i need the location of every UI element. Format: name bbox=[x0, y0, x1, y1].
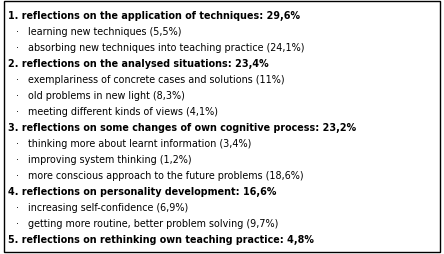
Text: ·   meeting different kinds of views (4,1%): · meeting different kinds of views (4,1%… bbox=[16, 106, 218, 116]
Text: ·   learning new techniques (5,5%): · learning new techniques (5,5%) bbox=[16, 27, 182, 37]
Text: ·   old problems in new light (8,3%): · old problems in new light (8,3%) bbox=[16, 90, 185, 100]
Text: 5. reflections on rethinking own teaching practice: 4,8%: 5. reflections on rethinking own teachin… bbox=[8, 234, 314, 244]
Text: 1. reflections on the application of techniques: 29,6%: 1. reflections on the application of tec… bbox=[8, 11, 300, 21]
Text: ·   thinking more about learnt information (3,4%): · thinking more about learnt information… bbox=[16, 138, 251, 148]
Text: 2. reflections on the analysed situations: 23,4%: 2. reflections on the analysed situation… bbox=[8, 58, 269, 68]
Text: ·   absorbing new techniques into teaching practice (24,1%): · absorbing new techniques into teaching… bbox=[16, 42, 305, 53]
Text: ·   exemplariness of concrete cases and solutions (11%): · exemplariness of concrete cases and so… bbox=[16, 74, 285, 84]
Text: 3. reflections on some changes of own cognitive process: 23,2%: 3. reflections on some changes of own co… bbox=[8, 122, 356, 132]
FancyBboxPatch shape bbox=[4, 2, 440, 252]
Text: ·   getting more routine, better problem solving (9,7%): · getting more routine, better problem s… bbox=[16, 218, 278, 228]
Text: ·   improving system thinking (1,2%): · improving system thinking (1,2%) bbox=[16, 154, 192, 164]
Text: 4. reflections on personality development: 16,6%: 4. reflections on personality developmen… bbox=[8, 186, 276, 196]
Text: ·   more conscious approach to the future problems (18,6%): · more conscious approach to the future … bbox=[16, 170, 304, 180]
Text: ·   increasing self-confidence (6,9%): · increasing self-confidence (6,9%) bbox=[16, 202, 188, 212]
